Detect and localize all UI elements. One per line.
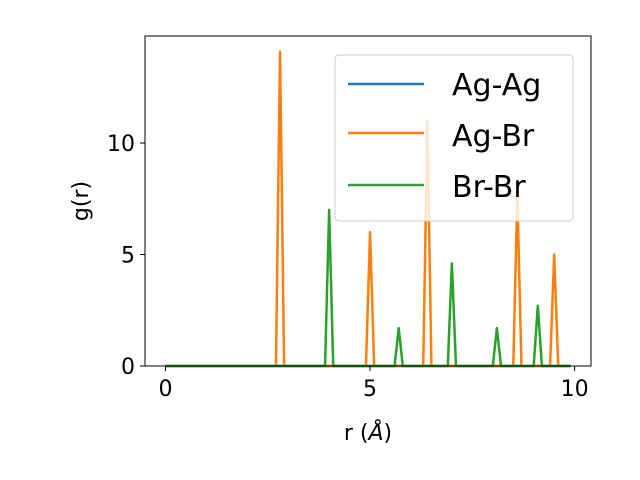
- x-tick-label: 0: [158, 377, 172, 402]
- y-tick-label: 5: [121, 244, 135, 269]
- x-axis-unit: Å: [366, 419, 383, 446]
- x-ticks: 0 5 10: [158, 366, 589, 402]
- legend-label-br-br: Br-Br: [452, 170, 526, 205]
- x-axis-label: r (Å): [344, 419, 392, 446]
- y-tick-label: 10: [107, 132, 135, 157]
- y-tick-label: 0: [121, 355, 135, 380]
- x-tick-label: 5: [363, 377, 377, 402]
- y-axis-label: g(r): [69, 181, 94, 221]
- legend-box: [334, 54, 574, 222]
- series-line-br-br: [165, 208, 571, 368]
- legend-label-ag-br: Ag-Br: [452, 119, 535, 154]
- y-ticks: 0 5 10: [107, 132, 145, 380]
- plot-frame: [144, 35, 592, 367]
- x-tick-label: 10: [561, 377, 589, 402]
- legend-label-ag-ag: Ag-Ag: [452, 68, 541, 103]
- legend: Ag-Ag Ag-Br Br-Br: [334, 54, 574, 222]
